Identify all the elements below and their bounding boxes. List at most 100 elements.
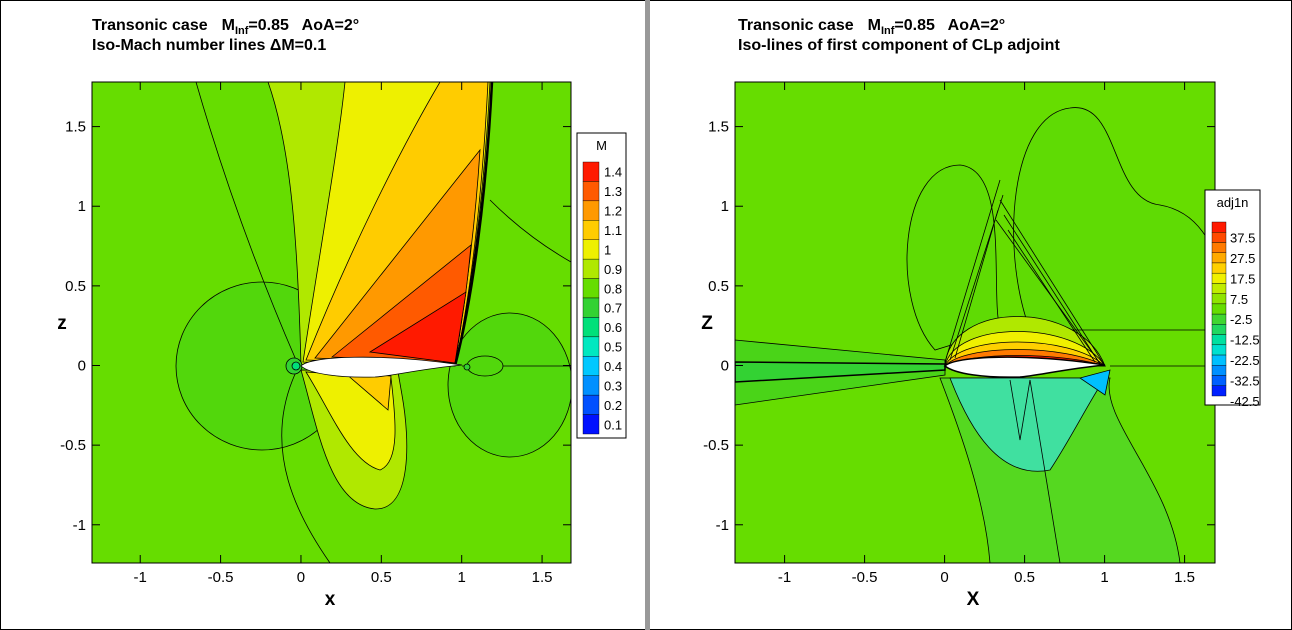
y-axis-label: Z (701, 313, 713, 334)
legend-label: 1.4 (604, 165, 622, 180)
contour-shape (447, 312, 571, 458)
y-tick-label: 1 (721, 198, 729, 215)
legend-swatch (582, 239, 600, 260)
y-tick-label: 0 (721, 358, 729, 375)
x-axis-label: x (325, 589, 336, 610)
legend-swatch (1211, 293, 1227, 305)
legend-swatch (1211, 344, 1227, 356)
legend-swatch (582, 220, 600, 240)
contour-shape (1079, 369, 1111, 396)
legend-label: -22.5 (1230, 353, 1260, 368)
legend-swatch (1211, 283, 1227, 294)
y-tick-label: -1 (716, 517, 729, 534)
legend-swatch (1211, 303, 1227, 315)
legend-swatch (1211, 221, 1227, 233)
legend-title: M (596, 138, 607, 153)
contour-shape (944, 179, 1215, 563)
contour-shape (943, 356, 1106, 378)
title-part: Inf (881, 25, 895, 37)
x-tick-label: 1.5 (1174, 569, 1195, 586)
legend-swatch (1211, 375, 1227, 386)
legend-swatch (582, 375, 600, 396)
y-tick-label: 0.5 (65, 278, 86, 295)
legend-swatch (1211, 365, 1227, 376)
contour-shape (954, 209, 999, 359)
contour-shape (949, 377, 1106, 472)
x-tick-label: 0 (297, 569, 305, 586)
contour-shape (1003, 214, 1101, 365)
chart-title: Transonic case MInf=0.85 AoA=2° (738, 17, 1005, 37)
legend-swatch (582, 278, 600, 299)
legend-label: 7.5 (1230, 292, 1248, 307)
legend-label: 0.8 (604, 281, 622, 296)
y-tick-label: 1.5 (708, 119, 729, 136)
title-part: Inf (235, 25, 249, 37)
contour-shape (463, 363, 471, 371)
legend-swatch (582, 317, 600, 338)
legend-swatch (582, 336, 600, 357)
legend-label: 0.6 (604, 320, 622, 335)
legend-swatch (1211, 354, 1227, 366)
legend-label: 1.2 (604, 204, 622, 219)
y-axis-label: z (57, 313, 67, 334)
plot-frame (91, 81, 572, 564)
contour-shape (489, 199, 571, 263)
legend-swatch (1211, 262, 1227, 274)
y-tick-label: -1 (73, 517, 86, 534)
y-tick-label: 1 (78, 198, 86, 215)
legend-swatch (1211, 385, 1227, 397)
legend-swatch (582, 181, 600, 202)
x-tick-label: -0.5 (208, 569, 234, 586)
contour-shape (281, 371, 331, 563)
legend-swatch (1211, 252, 1227, 264)
title-part: M (868, 17, 881, 34)
legend-swatch (582, 258, 600, 279)
legend-label: 1.1 (604, 223, 622, 238)
legend-swatch (1211, 272, 1227, 284)
x-tick-label: 0 (940, 569, 948, 586)
x-tick-label: 1 (1100, 569, 1108, 586)
x-tick-label: 0.5 (371, 569, 392, 586)
title-part: =0.85 AoA=2° (248, 17, 359, 34)
y-tick-label: -0.5 (703, 437, 729, 454)
chart-title: Transonic case MInf=0.85 AoA=2° (92, 17, 359, 37)
legend-swatch (1211, 232, 1227, 243)
legend-swatch (582, 394, 600, 415)
title-part: Transonic case (738, 17, 854, 34)
x-tick-label: 0.5 (1014, 569, 1035, 586)
contour-shape (1029, 379, 1061, 563)
legend-swatch (1211, 313, 1227, 325)
x-axis-label: X (967, 589, 980, 610)
legend-label: 0.7 (604, 301, 622, 316)
legend-swatch (582, 414, 600, 435)
legend-swatch (582, 161, 600, 182)
legend-swatch (1211, 324, 1227, 335)
y-tick-label: 1.5 (65, 119, 86, 136)
legend-swatch (582, 200, 600, 221)
legend-label: -42.5 (1230, 394, 1260, 409)
legend-title: adj1n (1217, 195, 1249, 210)
legend-label: 1 (604, 242, 611, 257)
legend-label: 17.5 (1230, 271, 1255, 286)
contour-field (92, 82, 571, 563)
x-tick-label: -0.5 (852, 569, 878, 586)
contour-shape (291, 361, 301, 371)
legend-label: -12.5 (1230, 333, 1260, 348)
contour-shape (368, 291, 467, 364)
legend-label: 0.4 (604, 359, 622, 374)
title-part: =0.85 AoA=2° (894, 17, 1005, 34)
contour-shape (995, 219, 1103, 367)
x-tick-label: -1 (778, 569, 791, 586)
legend-label: 0.2 (604, 398, 622, 413)
contour-shape (1009, 379, 1031, 441)
contour-shape (999, 199, 1106, 367)
contour-shape (300, 356, 463, 378)
legend-swatch (1211, 334, 1227, 346)
y-tick-label: -0.5 (60, 437, 86, 454)
title-part: M (222, 17, 235, 34)
legend-label: 1.3 (604, 184, 622, 199)
legend-label: 0.9 (604, 262, 622, 277)
x-tick-label: 1 (458, 569, 466, 586)
y-tick-label: 0.5 (708, 278, 729, 295)
